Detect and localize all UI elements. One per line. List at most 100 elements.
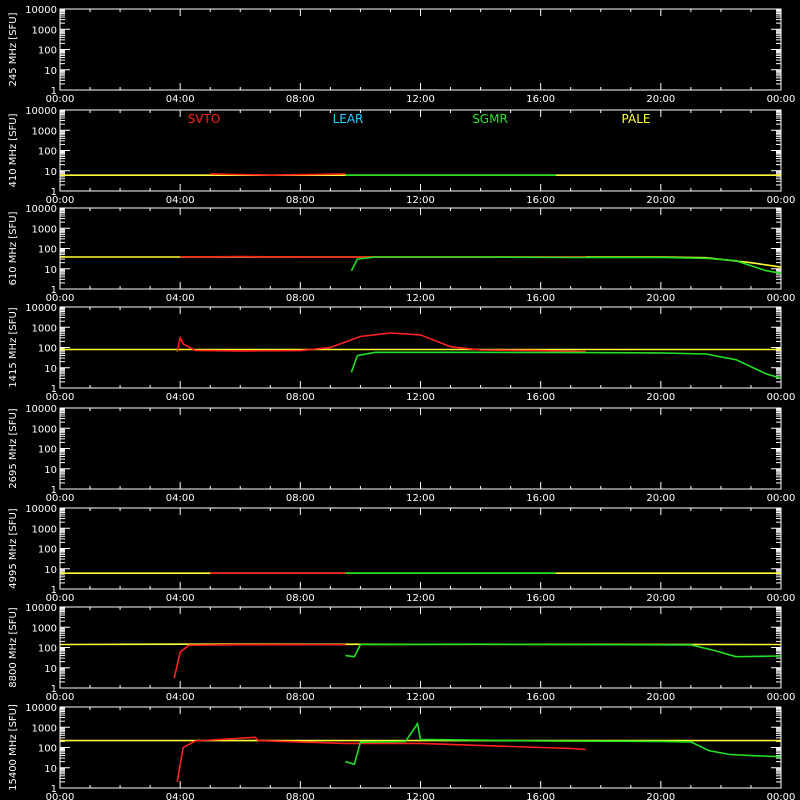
- x-tick-label: 16:00: [526, 293, 555, 304]
- x-tick-label: 00:00: [767, 293, 796, 304]
- panel-frame: [59, 407, 782, 490]
- x-tick-label: 08:00: [286, 692, 315, 703]
- x-tick-label: 20:00: [646, 593, 675, 604]
- x-tick-label: 04:00: [166, 792, 195, 800]
- x-tick-label: 00:00: [46, 493, 75, 504]
- y-axis-label: 4995 MHz [SFU]: [8, 508, 19, 589]
- y-axis-label: 8800 MHz [SFU]: [8, 607, 19, 688]
- series-line-sgmr: [350, 351, 782, 380]
- y-tick-label: 100: [38, 147, 57, 158]
- panel-frame: [59, 207, 782, 290]
- panel-frame: [59, 706, 782, 789]
- x-tick-label: 08:00: [286, 792, 315, 800]
- y-tick-label: 1000: [32, 25, 57, 36]
- x-tick-label: 00:00: [767, 392, 796, 403]
- y-tick-label: 100: [38, 344, 57, 355]
- y-tick-label: 1000: [32, 126, 57, 137]
- y-tick-label: 1000: [32, 224, 57, 235]
- x-tick-label: 00:00: [767, 493, 796, 504]
- panel-frame: [59, 306, 782, 389]
- y-tick-label: 100: [38, 245, 57, 256]
- x-tick-label: 20:00: [646, 493, 675, 504]
- y-tick-label: 10: [44, 167, 57, 178]
- panel-frame: [59, 109, 782, 192]
- x-tick-label: 00:00: [767, 94, 796, 105]
- legend-svto: SVTO: [188, 112, 221, 126]
- series-line-svto: [210, 173, 346, 177]
- y-tick-label: 1: [51, 384, 57, 395]
- x-tick-label: 08:00: [286, 493, 315, 504]
- legend-lear: LEAR: [333, 112, 364, 126]
- x-tick-label: 12:00: [406, 593, 435, 604]
- series-line-sgmr: [345, 721, 782, 766]
- y-tick-label: 10: [44, 66, 57, 77]
- x-tick-label: 00:00: [767, 792, 796, 800]
- y-tick-label: 10: [44, 565, 57, 576]
- y-tick-label: 10000: [25, 303, 57, 314]
- x-tick-label: 20:00: [646, 692, 675, 703]
- y-tick-label: 1000: [32, 424, 57, 435]
- legend-sgmr: SGMR: [472, 112, 508, 126]
- x-tick-label: 00:00: [46, 792, 75, 800]
- y-tick-label: 100: [38, 545, 57, 556]
- x-tick-label: 04:00: [166, 493, 195, 504]
- y-axis-label: 15400 MHz [SFU]: [8, 704, 19, 791]
- y-tick-label: 100: [38, 644, 57, 655]
- x-tick-label: 04:00: [166, 293, 195, 304]
- series-line-svto: [176, 332, 586, 353]
- y-tick-label: 1: [51, 684, 57, 695]
- x-tick-label: 08:00: [286, 293, 315, 304]
- x-tick-label: 12:00: [406, 692, 435, 703]
- x-tick-label: 12:00: [406, 792, 435, 800]
- y-axis-label: 2695 MHz [SFU]: [8, 408, 19, 489]
- y-tick-label: 10000: [25, 703, 57, 714]
- x-tick-label: 16:00: [526, 593, 555, 604]
- x-tick-label: 04:00: [166, 195, 195, 206]
- x-tick-label: 08:00: [286, 195, 315, 206]
- x-tick-label: 20:00: [646, 792, 675, 800]
- y-tick-label: 10000: [25, 404, 57, 415]
- panel-frame: [59, 606, 782, 689]
- x-tick-label: 00:00: [767, 692, 796, 703]
- panel-frame: [59, 507, 782, 590]
- y-axis-label: 410 MHz [SFU]: [8, 113, 19, 187]
- x-tick-label: 00:00: [767, 195, 796, 206]
- x-tick-label: 00:00: [767, 593, 796, 604]
- y-tick-label: 100: [38, 445, 57, 456]
- x-tick-label: 00:00: [46, 392, 75, 403]
- x-tick-label: 00:00: [46, 293, 75, 304]
- x-tick-label: 12:00: [406, 195, 435, 206]
- y-tick-label: 1: [51, 585, 57, 596]
- x-tick-label: 12:00: [406, 392, 435, 403]
- y-tick-label: 10000: [25, 204, 57, 215]
- x-tick-label: 00:00: [46, 94, 75, 105]
- x-tick-label: 08:00: [286, 593, 315, 604]
- y-tick-label: 1: [51, 187, 57, 198]
- x-tick-label: 08:00: [286, 392, 315, 403]
- panel-frame: [59, 8, 782, 91]
- y-axis-label: 1415 MHz [SFU]: [8, 307, 19, 388]
- x-tick-label: 00:00: [46, 593, 75, 604]
- y-tick-label: 1: [51, 485, 57, 496]
- x-tick-label: 20:00: [646, 195, 675, 206]
- y-tick-label: 1000: [32, 323, 57, 334]
- y-tick-label: 100: [38, 744, 57, 755]
- x-tick-label: 04:00: [166, 392, 195, 403]
- y-tick-label: 1000: [32, 524, 57, 535]
- x-tick-label: 00:00: [46, 692, 75, 703]
- x-tick-label: 20:00: [646, 94, 675, 105]
- x-tick-label: 16:00: [526, 493, 555, 504]
- y-tick-label: 10000: [25, 5, 57, 16]
- y-tick-label: 1: [51, 86, 57, 97]
- y-tick-label: 10: [44, 364, 57, 375]
- y-tick-label: 1: [51, 285, 57, 296]
- series-line-svto: [173, 643, 346, 679]
- series-line-pale: [60, 256, 782, 268]
- x-tick-label: 12:00: [406, 94, 435, 105]
- y-tick-label: 1000: [32, 723, 57, 734]
- x-tick-label: 16:00: [526, 94, 555, 105]
- x-tick-label: 04:00: [166, 692, 195, 703]
- y-axis-label: 245 MHz [SFU]: [8, 12, 19, 86]
- x-tick-label: 12:00: [406, 293, 435, 304]
